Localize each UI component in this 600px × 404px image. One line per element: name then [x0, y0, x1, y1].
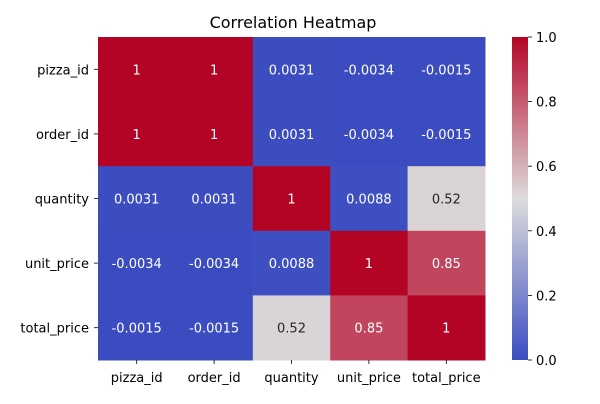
heatmap-cell — [175, 101, 254, 167]
y-tick-label: pizza_id — [37, 63, 89, 78]
heatmap-cell — [175, 295, 254, 361]
heatmap-cell — [98, 166, 176, 232]
cell-annotation: 0.85 — [432, 257, 461, 272]
colorbar: 0.0 0.2 0.4 0.6 0.8 1.0 — [512, 31, 557, 369]
cell-annotation: -0.0015 — [189, 322, 239, 337]
heatmap-cells: 1 1 0.0031 -0.0034 -0.0015 1 1 0.0031 -0.0034 -0.… — [98, 37, 486, 361]
colorbar-gradient — [512, 37, 528, 360]
heatmap-cell — [175, 37, 254, 103]
y-tick-label: total_price — [20, 322, 89, 337]
colorbar-tick-label: 0.4 — [536, 225, 557, 240]
x-tick-label: total_price — [412, 371, 481, 386]
heatmap-cell — [252, 230, 331, 296]
heatmap-cell — [407, 230, 486, 296]
cell-annotation: -0.0015 — [421, 128, 471, 143]
heatmap-cell — [330, 230, 409, 296]
y-tick-label: quantity — [35, 193, 90, 208]
heatmap-cell — [252, 166, 331, 232]
heatmap-cell — [252, 295, 331, 361]
heatmap-cell — [330, 166, 409, 232]
cell-annotation: 0.0031 — [114, 193, 160, 208]
cell-annotation: 0.52 — [277, 322, 306, 337]
heatmap-cell — [252, 37, 331, 103]
heatmap-cell — [407, 37, 486, 103]
cell-annotation: 1 — [133, 63, 141, 78]
colorbar-tick-label: 0.8 — [536, 96, 557, 111]
cell-annotation: -0.0034 — [344, 128, 394, 143]
cell-annotation: 0.0088 — [346, 193, 392, 208]
colorbar-tick-label: 0.2 — [536, 289, 557, 304]
x-tick-label: quantity — [264, 371, 319, 386]
heatmap-cell — [98, 295, 176, 361]
heatmap-cell — [330, 37, 409, 103]
cell-annotation: 0.52 — [432, 193, 461, 208]
x-tick-label: pizza_id — [111, 371, 163, 386]
cell-annotation: 1 — [210, 63, 218, 78]
cell-annotation: 0.85 — [354, 322, 383, 337]
heatmap-cell — [407, 295, 486, 361]
heatmap-cell — [330, 101, 409, 167]
y-tick-label: unit_price — [25, 257, 89, 272]
cell-annotation: -0.0034 — [112, 257, 162, 272]
heatmap-cell — [98, 101, 176, 167]
colorbar-tick-label: 0.0 — [536, 354, 557, 369]
x-tick-label: order_id — [188, 371, 241, 386]
x-axis: pizza_id order_id quantity unit_price total_… — [111, 360, 481, 386]
colorbar-tick-label: 0.6 — [536, 160, 557, 175]
cell-annotation: -0.0034 — [189, 257, 239, 272]
heatmap-cell — [175, 230, 254, 296]
y-axis: pizza_id order_id quantity unit_price total_… — [20, 63, 98, 337]
cell-annotation: 1 — [133, 128, 141, 143]
heatmap-cell — [407, 166, 486, 232]
heatmap-cell — [98, 37, 176, 103]
heatmap-cell — [252, 101, 331, 167]
colorbar-tick-label: 1.0 — [536, 31, 557, 46]
cell-annotation: 1 — [287, 193, 295, 208]
cell-annotation: -0.0015 — [112, 322, 162, 337]
cell-annotation: 1 — [365, 257, 373, 272]
heatmap-cell — [98, 230, 176, 296]
heatmap-cell — [175, 166, 254, 232]
cell-annotation: 0.0031 — [269, 63, 315, 78]
chart-title: Correlation Heatmap — [210, 13, 377, 32]
cell-annotation: 1 — [210, 128, 218, 143]
cell-annotation: -0.0034 — [344, 63, 394, 78]
cell-annotation: 0.0031 — [191, 193, 237, 208]
cell-annotation: 0.0031 — [269, 128, 315, 143]
cell-annotation: 1 — [442, 322, 450, 337]
x-tick-label: unit_price — [337, 371, 401, 386]
y-tick-label: order_id — [36, 128, 89, 143]
cell-annotation: -0.0015 — [421, 63, 471, 78]
heatmap-cell — [330, 295, 409, 361]
cell-annotation: 0.0088 — [269, 257, 315, 272]
heatmap-cell — [407, 101, 486, 167]
